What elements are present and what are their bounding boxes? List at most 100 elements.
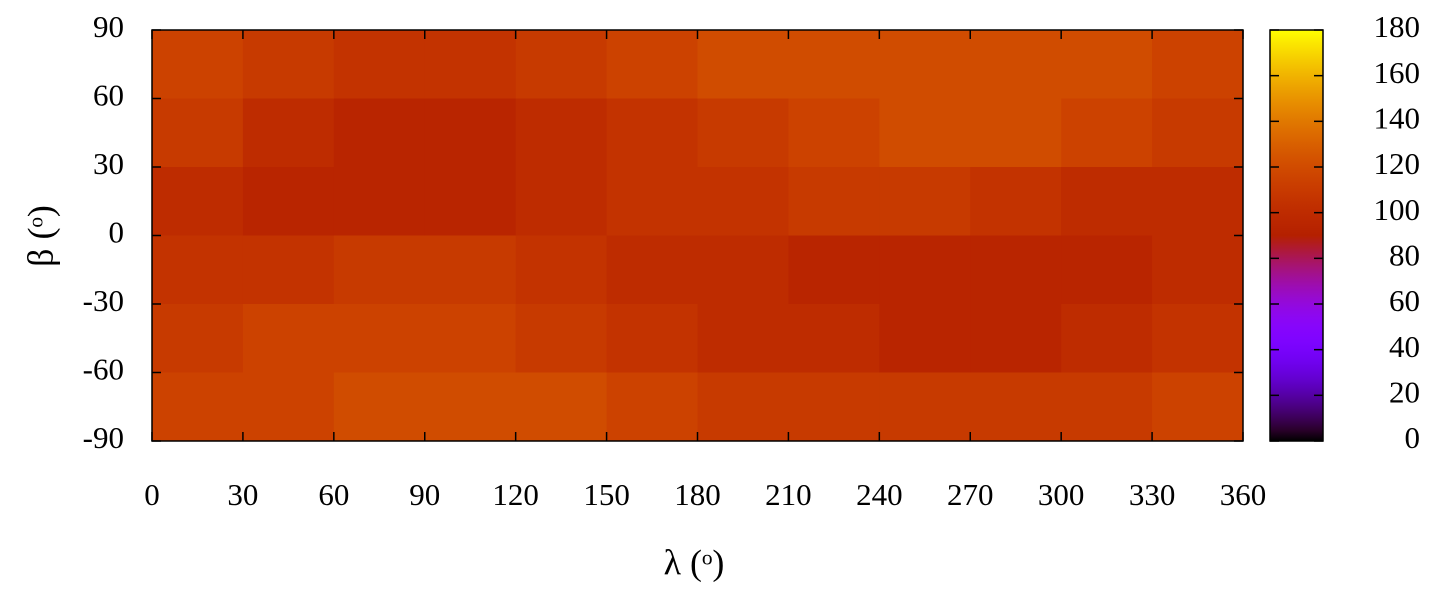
heatmap-cell (424, 372, 517, 442)
heatmap-cell (788, 235, 880, 305)
heatmap-cell (697, 30, 789, 99)
heatmap-cell (152, 372, 244, 442)
heatmap-cell (242, 98, 335, 168)
y-axis-label: β (ᵒ) (20, 205, 60, 267)
heatmap-cell (1061, 235, 1153, 305)
heatmap-cell (606, 167, 698, 236)
x-tick-label: 30 (227, 477, 258, 512)
heatmap-cell (1152, 372, 1244, 442)
heatmap-cell (333, 235, 426, 305)
colorbar-tick-label: 60 (1389, 283, 1420, 318)
heatmap-cell (788, 167, 880, 236)
heatmap (152, 30, 1244, 442)
heatmap-cell (970, 30, 1062, 99)
heatmap-cell (515, 167, 608, 236)
x-tick-label: 90 (409, 477, 440, 512)
colorbar-tick-label: 160 (1374, 55, 1421, 90)
heatmap-cell (152, 235, 244, 305)
colorbar-tick-label: 180 (1374, 9, 1421, 44)
heatmap-cell (424, 98, 517, 168)
heatmap-cell (970, 304, 1062, 373)
heatmap-cell (152, 304, 244, 373)
heatmap-cell (606, 372, 698, 442)
heatmap-cell (242, 235, 335, 305)
heatmap-cell (970, 98, 1062, 168)
colorbar-tick-label: 40 (1389, 329, 1420, 364)
heatmap-cell (1152, 167, 1244, 236)
x-tick-label: 180 (674, 477, 721, 512)
heatmap-cell (1152, 235, 1244, 305)
heatmap-cell (242, 372, 335, 442)
heatmap-cell (242, 30, 335, 99)
x-tick-label: 150 (583, 477, 630, 512)
heatmap-cell (1152, 304, 1244, 373)
heatmap-cell (697, 235, 789, 305)
colorbar-border (1269, 29, 1324, 442)
heatmap-cell (333, 167, 426, 236)
heatmap-cell (515, 98, 608, 168)
x-tick-label: 210 (765, 477, 812, 512)
y-tick-label: 60 (93, 78, 124, 113)
heatmap-cell (879, 167, 971, 236)
heatmap-cell (879, 98, 971, 168)
heatmap-cell (333, 372, 426, 442)
heatmap-cell (788, 30, 880, 99)
x-tick-label: 240 (856, 477, 903, 512)
colorbar-tick-label: 120 (1374, 146, 1421, 181)
heatmap-cell (1061, 372, 1153, 442)
heatmap-cell (1061, 167, 1153, 236)
heatmap-cell (970, 235, 1062, 305)
colorbar-tick-label: 140 (1374, 100, 1421, 135)
heatmap-cell (515, 304, 608, 373)
heatmap-cell (697, 304, 789, 373)
colorbar-tick-label: 20 (1389, 374, 1420, 409)
heatmap-cell (970, 372, 1062, 442)
x-tick-label: 330 (1129, 477, 1176, 512)
x-tick-label: 120 (492, 477, 539, 512)
x-tick-label: 300 (1038, 477, 1085, 512)
heatmap-cell (152, 98, 244, 168)
heatmap-cell (606, 30, 698, 99)
heatmap-cell (697, 167, 789, 236)
heatmap-cell (606, 304, 698, 373)
heatmap-cell (788, 98, 880, 168)
heatmap-cell (242, 167, 335, 236)
heatmap-cell (424, 235, 517, 305)
heatmap-cell (424, 167, 517, 236)
heatmap-cell (970, 167, 1062, 236)
colorbar-tick-label: 0 (1405, 420, 1421, 455)
heatmap-cell (152, 30, 244, 99)
heatmap-cell (515, 372, 608, 442)
heatmap-cell (333, 304, 426, 373)
heatmap-cell (333, 98, 426, 168)
heatmap-cell (1152, 98, 1244, 168)
heatmap-cell (788, 372, 880, 442)
y-tick-label: 90 (93, 9, 124, 44)
heatmap-cell (242, 304, 335, 373)
heatmap-cell (788, 304, 880, 373)
heatmap-cell (424, 304, 517, 373)
colorbar (1270, 30, 1323, 441)
x-tick-label: 270 (947, 477, 994, 512)
heatmap-cell (515, 235, 608, 305)
y-tick-label: 30 (93, 146, 124, 181)
heatmap-cell (1061, 98, 1153, 168)
x-tick-label: 0 (144, 477, 160, 512)
heatmap-cell (1061, 30, 1153, 99)
heatmap-cell (424, 30, 517, 99)
heatmap-cell (879, 235, 971, 305)
heatmap-cell (515, 30, 608, 99)
heatmap-cell (879, 372, 971, 442)
y-tick-label: 0 (109, 215, 125, 250)
y-tick-label: -60 (83, 352, 124, 387)
heatmap-cell (697, 372, 789, 442)
heatmap-cell (1061, 304, 1153, 373)
heatmap-cell (1152, 30, 1244, 99)
heatmap-cell (333, 30, 426, 99)
x-tick-label: 360 (1220, 477, 1267, 512)
colorbar-tick-label: 100 (1374, 192, 1421, 227)
heatmap-cell (879, 30, 971, 99)
heatmap-cell (606, 98, 698, 168)
heatmap-cell (606, 235, 698, 305)
